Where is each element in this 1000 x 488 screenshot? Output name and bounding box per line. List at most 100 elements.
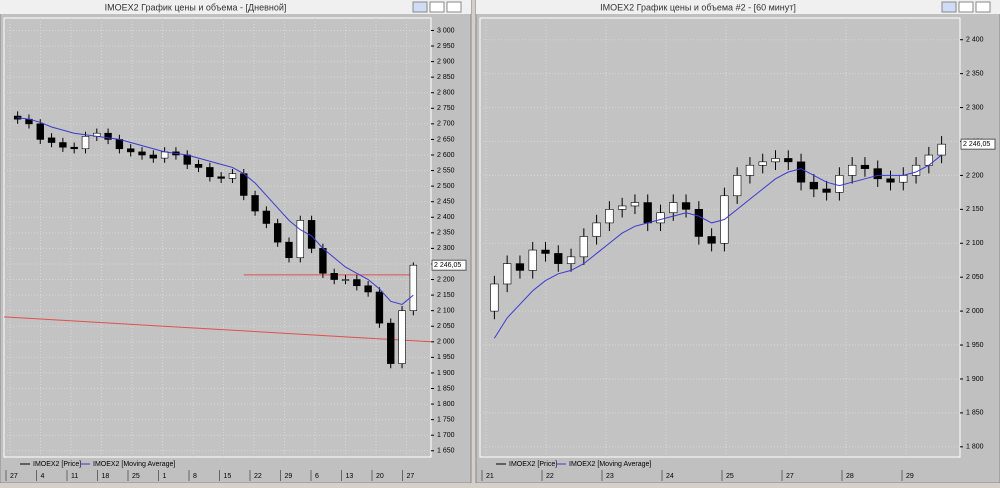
candle-body bbox=[758, 161, 767, 166]
x-tick-label: 22 bbox=[546, 473, 554, 480]
candle-body bbox=[809, 181, 818, 190]
candle-body bbox=[643, 202, 652, 224]
y-tick-label: 1 700 bbox=[437, 432, 455, 439]
candle-body bbox=[937, 143, 946, 156]
y-tick-label: 1 850 bbox=[966, 410, 984, 417]
candle-body bbox=[771, 158, 780, 163]
candle-body bbox=[81, 136, 90, 150]
candle-body bbox=[848, 164, 857, 176]
window-button[interactable] bbox=[958, 1, 974, 13]
x-tick-label: 25 bbox=[132, 473, 140, 480]
x-tick-label: 25 bbox=[726, 473, 734, 480]
x-tick-label: 28 bbox=[846, 473, 854, 480]
x-tick-label: 23 bbox=[606, 473, 614, 480]
moving-average-line bbox=[493, 154, 942, 339]
legend-label: IMOEX2 [Price] bbox=[509, 461, 557, 468]
x-tick-label: 11 bbox=[71, 473, 78, 480]
candle-body bbox=[681, 202, 691, 210]
candle-body bbox=[630, 202, 640, 207]
level-line bbox=[3, 316, 432, 343]
y-tick-label: 2 850 bbox=[437, 74, 455, 81]
candle-body bbox=[183, 154, 191, 165]
candle-body bbox=[784, 158, 793, 163]
y-tick-label: 2 150 bbox=[966, 206, 984, 213]
candle-body bbox=[353, 279, 361, 287]
candle-body bbox=[694, 209, 703, 237]
candle-body bbox=[36, 123, 44, 140]
candle-body bbox=[541, 249, 550, 254]
x-tick-label: 27 bbox=[786, 473, 794, 480]
candle-body bbox=[618, 205, 627, 210]
plot-area bbox=[479, 17, 961, 458]
candle-body bbox=[228, 173, 237, 179]
y-tick-label: 2 200 bbox=[966, 172, 984, 179]
candle-body bbox=[127, 148, 135, 153]
x-tick-label: 20 bbox=[376, 473, 384, 480]
candle-body bbox=[822, 188, 831, 193]
candle-body bbox=[528, 249, 537, 271]
candle-body bbox=[251, 195, 259, 212]
window-button[interactable] bbox=[446, 1, 462, 13]
y-tick-label: 2 400 bbox=[966, 37, 984, 44]
moving-average-line bbox=[17, 117, 414, 305]
x-tick-label: 27 bbox=[407, 473, 415, 480]
candle-body bbox=[886, 178, 895, 183]
legend-label: IMOEX2 [Moving Average] bbox=[569, 461, 651, 468]
y-tick-label: 1 800 bbox=[966, 444, 984, 451]
candle-body bbox=[899, 175, 908, 183]
candle-body bbox=[149, 154, 158, 159]
last-price-label: 2 246,05 bbox=[434, 262, 461, 269]
candle-body bbox=[206, 167, 214, 178]
candle-body bbox=[796, 161, 806, 183]
y-tick-label: 2 350 bbox=[966, 70, 984, 77]
window-title: IMOEX2 График цены и объема - [Дневной] bbox=[105, 2, 287, 12]
last-price-label: 2 246,05 bbox=[963, 141, 990, 148]
candle-body bbox=[138, 151, 146, 156]
y-tick-label: 2 200 bbox=[437, 276, 455, 283]
y-tick-label: 1 850 bbox=[437, 385, 455, 392]
candle-body bbox=[194, 164, 203, 168]
x-tick-label: 15 bbox=[224, 473, 232, 480]
candle-body bbox=[409, 264, 418, 311]
y-tick-label: 2 350 bbox=[437, 230, 455, 237]
candle-body bbox=[669, 202, 678, 214]
window-title: IMOEX2 График цены и объема #2 - [60 мин… bbox=[600, 2, 796, 12]
y-tick-label: 2 150 bbox=[437, 292, 455, 299]
title-bar bbox=[476, 0, 1000, 14]
window-button[interactable] bbox=[975, 1, 991, 13]
candle-body bbox=[115, 139, 124, 150]
legend-label: IMOEX2 [Moving Average] bbox=[93, 461, 175, 468]
y-tick-label: 1 900 bbox=[437, 370, 455, 377]
candle-body bbox=[285, 241, 293, 259]
candle-body bbox=[579, 236, 588, 258]
x-tick-label: 13 bbox=[346, 473, 354, 480]
window-button[interactable] bbox=[412, 1, 428, 13]
y-tick-label: 2 900 bbox=[437, 58, 455, 65]
window-button[interactable] bbox=[941, 1, 957, 13]
y-tick-label: 2 000 bbox=[437, 339, 455, 346]
y-tick-label: 2 400 bbox=[437, 214, 455, 221]
legend-label: IMOEX2 [Price] bbox=[33, 461, 81, 468]
y-tick-label: 2 800 bbox=[437, 90, 455, 97]
x-tick-label: 6 bbox=[315, 473, 319, 480]
candle-body bbox=[656, 212, 665, 224]
y-tick-label: 2 300 bbox=[437, 245, 455, 252]
candle-body bbox=[398, 310, 406, 364]
candle-body bbox=[707, 236, 716, 244]
y-tick-label: 2 650 bbox=[437, 136, 455, 143]
window-button[interactable] bbox=[429, 1, 445, 13]
y-tick-label: 1 950 bbox=[966, 342, 984, 349]
candle-body bbox=[70, 146, 78, 150]
y-tick-label: 1 950 bbox=[437, 354, 455, 361]
y-tick-label: 2 050 bbox=[966, 274, 984, 281]
x-tick-label: 29 bbox=[906, 473, 914, 480]
candle-body bbox=[387, 322, 395, 364]
x-tick-label: 27 bbox=[10, 473, 18, 480]
y-tick-label: 2 300 bbox=[966, 104, 984, 111]
candle-body bbox=[835, 175, 844, 193]
y-tick-label: 2 100 bbox=[437, 308, 455, 315]
last-price-box bbox=[960, 138, 996, 150]
candle-body bbox=[375, 291, 384, 324]
y-tick-label: 2 600 bbox=[437, 152, 455, 159]
